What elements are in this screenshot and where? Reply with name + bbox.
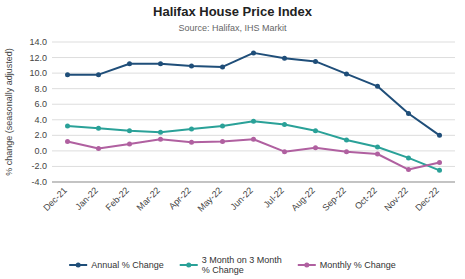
y-tick-label: 6.0 bbox=[34, 99, 47, 109]
series-marker bbox=[313, 145, 318, 150]
series-line bbox=[68, 121, 440, 170]
x-tick-label: Jul-22 bbox=[262, 185, 286, 209]
x-tick-label: Feb-22 bbox=[104, 185, 131, 212]
title: Halifax House Price Index bbox=[153, 4, 313, 19]
x-tick-label: Oct-22 bbox=[353, 185, 379, 211]
subtitle: Source: Halifax, IHS Markit bbox=[178, 23, 287, 33]
x-axis-line bbox=[52, 182, 455, 183]
x-tick-label: Dec-21 bbox=[41, 185, 69, 213]
series-marker bbox=[437, 160, 442, 165]
y-tick-label: 10.0 bbox=[29, 68, 47, 78]
series-marker bbox=[375, 145, 380, 150]
series-marker bbox=[158, 130, 163, 135]
series-marker bbox=[127, 61, 132, 66]
grid-line bbox=[52, 182, 455, 183]
y-axis-label: % change (seasonally adjusted) bbox=[4, 48, 14, 176]
x-tick-label: Jun-22 bbox=[228, 185, 255, 212]
y-tick-label: 14.0 bbox=[29, 37, 47, 47]
grid-line bbox=[52, 104, 455, 105]
y-tick-label: 12.0 bbox=[29, 53, 47, 63]
x-tick-label: Aug-22 bbox=[289, 185, 317, 213]
series-marker bbox=[220, 139, 225, 144]
series-marker bbox=[65, 139, 70, 144]
x-tick-label: Mar-22 bbox=[135, 185, 162, 212]
series-marker bbox=[158, 61, 163, 66]
x-axis: Dec-21Jan-22Feb-22Mar-22Apr-22May-22Jun-… bbox=[41, 185, 441, 213]
y-tick-label: 0.0 bbox=[34, 146, 47, 156]
legend-swatch-marker bbox=[304, 263, 309, 268]
y-tick-label: 2.0 bbox=[34, 130, 47, 140]
series-marker bbox=[313, 128, 318, 133]
series-marker bbox=[127, 128, 132, 133]
x-tick-label: May-22 bbox=[196, 185, 224, 213]
series-marker bbox=[406, 167, 411, 172]
plot-area bbox=[65, 50, 442, 172]
series-marker bbox=[96, 72, 101, 77]
y-tick-label: -4.0 bbox=[31, 177, 47, 187]
series-marker bbox=[189, 127, 194, 132]
legend-label: 3 Month on 3 Month% Change bbox=[202, 255, 282, 275]
x-tick-label: Jan-22 bbox=[73, 185, 100, 212]
grid-line bbox=[52, 135, 455, 136]
x-tick-label: Dec-22 bbox=[413, 185, 441, 213]
legend-swatch-marker bbox=[76, 263, 81, 268]
series-marker bbox=[375, 152, 380, 157]
series-marker bbox=[65, 124, 70, 129]
y-tick-label: 8.0 bbox=[34, 84, 47, 94]
series-line bbox=[68, 139, 440, 169]
legend-item: 3 Month on 3 Month% Change bbox=[180, 255, 282, 275]
series-marker bbox=[282, 149, 287, 154]
series-marker bbox=[251, 119, 256, 124]
series-marker bbox=[344, 149, 349, 154]
grid-line bbox=[52, 42, 455, 43]
grid-line bbox=[52, 57, 455, 58]
x-tick-label: Apr-22 bbox=[167, 185, 193, 211]
x-tick-label: Sep-22 bbox=[320, 185, 348, 213]
y-tick-label: -2.0 bbox=[31, 161, 47, 171]
legend: Annual % Change 3 Month on 3 Month% Chang… bbox=[69, 255, 396, 275]
legend-item: Monthly % Change bbox=[298, 260, 396, 270]
series-marker bbox=[437, 168, 442, 173]
legend-item: Annual % Change bbox=[69, 260, 164, 270]
series-line bbox=[68, 53, 440, 135]
series-marker bbox=[158, 137, 163, 142]
series-marker bbox=[96, 146, 101, 151]
series-marker bbox=[313, 59, 318, 64]
series-marker bbox=[251, 137, 256, 142]
series-marker bbox=[96, 126, 101, 131]
legend-label: Monthly % Change bbox=[320, 260, 396, 270]
series-marker bbox=[375, 84, 380, 89]
grid-line bbox=[52, 166, 455, 167]
series-marker bbox=[189, 64, 194, 69]
series-marker bbox=[344, 138, 349, 143]
series-marker bbox=[437, 133, 442, 138]
x-tick-label: Nov-22 bbox=[382, 185, 410, 213]
legend-label: Annual % Change bbox=[91, 260, 164, 270]
grid-line bbox=[52, 88, 455, 89]
series-marker bbox=[344, 71, 349, 76]
grid-line bbox=[52, 150, 455, 151]
series-marker bbox=[406, 155, 411, 160]
y-tick-label: 4.0 bbox=[34, 115, 47, 125]
series-marker bbox=[220, 64, 225, 69]
grid-line bbox=[52, 73, 455, 74]
legend-swatch-marker bbox=[186, 263, 191, 268]
series-marker bbox=[189, 140, 194, 145]
chart: Halifax House Price Index Source: Halifax… bbox=[0, 0, 465, 279]
series-marker bbox=[406, 111, 411, 116]
series-marker bbox=[65, 72, 70, 77]
series-marker bbox=[282, 56, 287, 61]
series-marker bbox=[220, 124, 225, 129]
series-marker bbox=[127, 141, 132, 146]
series-marker bbox=[282, 122, 287, 127]
series-marker bbox=[251, 50, 256, 55]
y-axis: -4.0 -2.0 0.0 2.0 4.0 6.0 8.0 10.0 12.0 14.0 bbox=[29, 37, 455, 187]
